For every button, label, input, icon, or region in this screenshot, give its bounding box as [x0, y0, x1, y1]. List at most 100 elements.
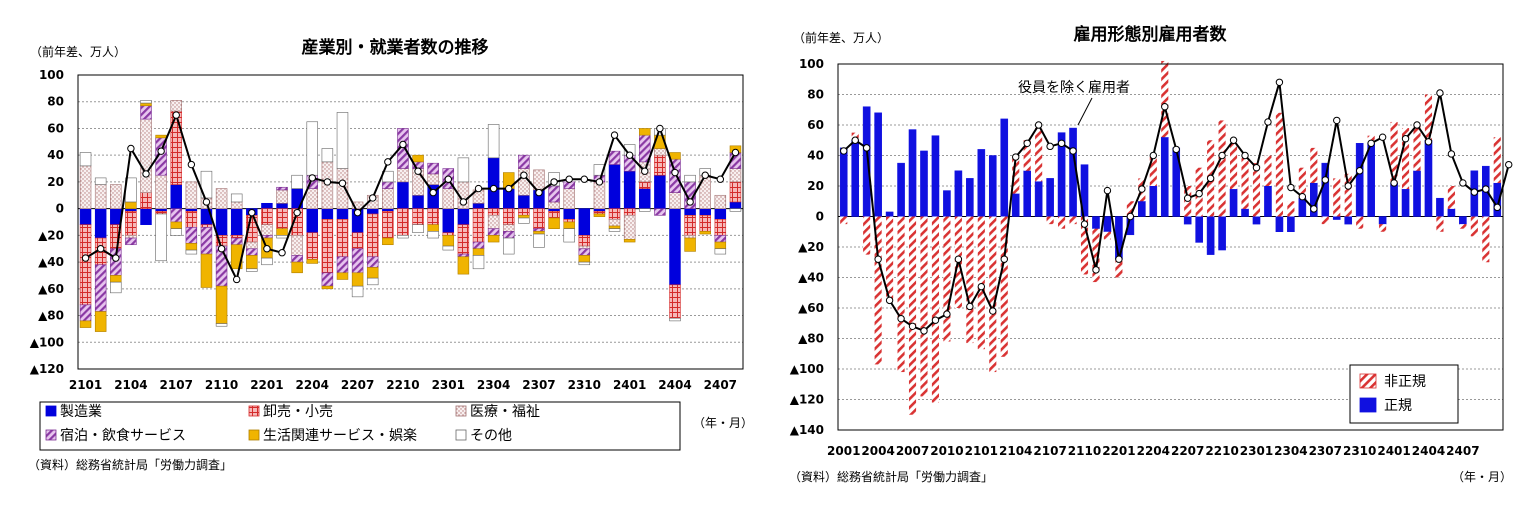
right-legend-label-irreg: 非正規 [1384, 374, 1426, 390]
left-total-point [444, 175, 452, 183]
right-legend-swatch-irreg [1359, 373, 1377, 389]
left-bar-retail [669, 284, 681, 319]
left-bar-retail [125, 211, 137, 236]
left-bar-other [714, 248, 727, 255]
right-total-point [1482, 185, 1490, 193]
right-bar-irreg [1000, 216, 1008, 357]
left-total-point [550, 178, 558, 186]
left-bar-life [472, 248, 485, 256]
left-legend-swatch-life [248, 429, 260, 441]
right-bar-reg [1401, 188, 1410, 217]
left-bar-food [654, 208, 666, 216]
left-bar-other [533, 233, 545, 248]
left-chart-title: 産業別・就業者数の推移 [302, 37, 489, 58]
left-total-point [232, 275, 241, 284]
left-x-tick-label: 2207 [341, 378, 374, 392]
left-bar-other [669, 317, 681, 322]
left-bar-med [654, 148, 666, 156]
right-bar-reg [1195, 216, 1203, 243]
left-bar-food [94, 264, 107, 312]
right-total-point [1161, 103, 1169, 111]
right-total-point [954, 255, 963, 263]
left-bar-retail [200, 224, 213, 228]
right-total-point [931, 316, 940, 324]
left-bar-retail [472, 208, 485, 243]
left-bar-other [427, 231, 439, 239]
right-bar-irreg [851, 132, 859, 141]
right-x-tick-label: 2407 [1446, 444, 1479, 458]
left-total-point [278, 249, 286, 257]
right-total-point [1298, 192, 1307, 201]
left-bar-life [351, 272, 364, 287]
left-bar-retail [155, 211, 167, 215]
right-bar-irreg [1218, 120, 1226, 217]
left-bar-food [291, 255, 303, 263]
left-bar-mfg [94, 208, 107, 239]
right-total-point [1241, 151, 1249, 160]
left-y-tick-label: ▲120 [30, 362, 64, 376]
right-total-point [1321, 176, 1329, 184]
left-total-point [489, 184, 498, 193]
right-x-tick-label: 2110 [1068, 444, 1101, 458]
right-xunit-label: （年・月） [1452, 470, 1512, 484]
right-bar-reg [931, 135, 940, 217]
right-total-point [989, 307, 997, 315]
right-bar-reg [1092, 216, 1100, 229]
right-x-tick-label: 2401 [1377, 444, 1410, 458]
left-bar-mfg [125, 208, 137, 212]
left-bar-med [427, 173, 439, 185]
left-bar-mfg [472, 202, 485, 209]
right-total-point [1287, 183, 1295, 192]
right-x-tick-label: 2104 [999, 444, 1032, 458]
right-bar-reg [1287, 216, 1295, 232]
right-bar-reg [1046, 178, 1054, 217]
left-bar-med [291, 235, 303, 256]
left-x-tick-label: 2204 [296, 378, 329, 392]
left-bar-retail [351, 232, 364, 250]
right-total-point [862, 144, 871, 152]
left-total-point [625, 151, 634, 159]
right-total-point [1344, 182, 1352, 190]
left-total-point [142, 170, 150, 178]
left-bar-other [563, 228, 575, 243]
left-bar-other [170, 228, 182, 236]
right-y-tick-label: ▲100 [790, 362, 824, 376]
left-bar-life [291, 261, 303, 274]
right-bar-irreg [908, 216, 917, 415]
left-x-tick-label: 2301 [432, 378, 465, 392]
right-bar-irreg [886, 216, 894, 301]
right-total-point [1310, 205, 1318, 213]
left-total-point [353, 208, 362, 217]
right-bar-reg [1390, 182, 1398, 217]
left-total-point [656, 124, 664, 133]
right-bar-irreg [1459, 224, 1467, 229]
left-total-line [85, 112, 737, 283]
left-legend-swatch-food [45, 429, 57, 441]
right-x-ticks: 2001 2004 2007 2010 2101 2104 2107 2110 2201 2204… [827, 444, 1480, 458]
right-plot-frame [837, 63, 1504, 431]
left-total-point [671, 168, 679, 177]
left-legend-label-med: 医療・福祉 [470, 403, 540, 420]
left-total-point [157, 147, 165, 155]
right-total-point [1355, 167, 1364, 175]
left-x-tick-label: 2404 [658, 378, 691, 392]
right-bar-reg [1447, 208, 1456, 217]
left-bar-other [518, 217, 530, 224]
right-y-tick-label: 80 [807, 88, 824, 102]
right-total-point [977, 282, 986, 291]
right-total-point [1413, 121, 1421, 129]
left-bar-food [533, 228, 545, 232]
left-legend-box [39, 401, 681, 451]
left-bar-med [215, 188, 228, 209]
right-total-point [1057, 139, 1066, 148]
left-bar-med [714, 194, 727, 209]
right-bar-reg [1103, 216, 1112, 232]
right-x-tick-label: 2007 [896, 444, 929, 458]
left-bar-life [639, 128, 651, 136]
left-bar-med [79, 165, 92, 209]
left-total-point [127, 144, 135, 153]
left-bar-mfg [321, 208, 334, 220]
left-x-tick-label: 2210 [386, 378, 419, 392]
left-bar-med [382, 188, 394, 209]
right-y-tick-label: ▲20 [798, 240, 824, 254]
